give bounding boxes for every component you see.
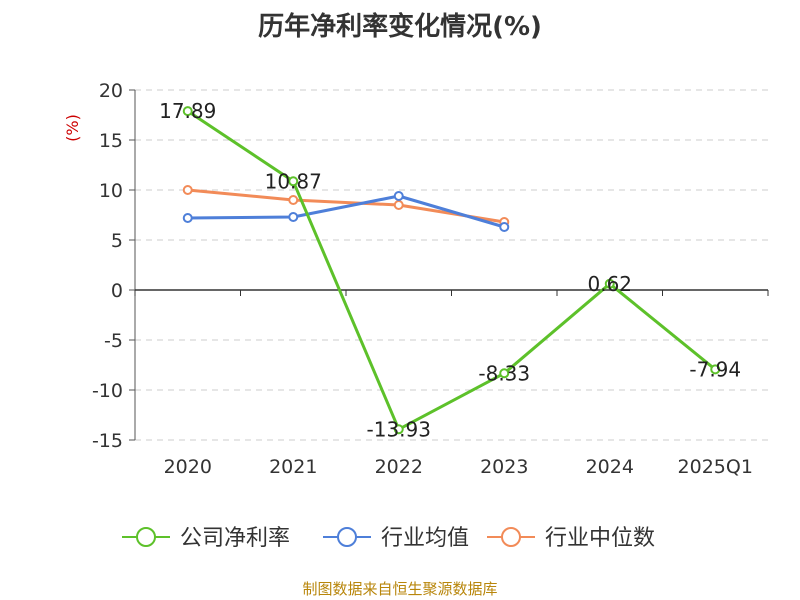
- legend-label: 公司净利率: [180, 526, 290, 551]
- data-point: [182, 185, 193, 195]
- legend: 公司净利率 行业均值 行业中位数: [122, 526, 655, 551]
- legend-label: 行业均值: [381, 526, 469, 551]
- y-axis-label: (%): [63, 114, 82, 142]
- x-tick-label: 2020: [164, 456, 212, 478]
- legend-label: 行业中位数: [545, 526, 655, 551]
- data-point: [288, 195, 299, 205]
- data-point: [288, 176, 299, 187]
- data-point: [393, 191, 404, 201]
- data-point: [393, 200, 404, 210]
- data-label: -13.93: [367, 417, 431, 441]
- x-tick-label: 2024: [586, 456, 634, 478]
- data-point: [499, 368, 510, 379]
- data-point: [393, 424, 404, 435]
- data-point: [604, 278, 615, 289]
- data-label: -7.94: [689, 357, 741, 381]
- data-source-note: 制图数据来自恒生聚源数据库: [302, 580, 498, 598]
- y-tick-label: 20: [99, 80, 123, 102]
- x-tick-label: 2022: [375, 456, 423, 478]
- data-point: [710, 364, 721, 375]
- data-point: [499, 222, 510, 232]
- y-tick-label: 15: [99, 130, 123, 152]
- y-tick-label: 5: [111, 230, 123, 252]
- y-tick-label: 10: [99, 180, 123, 202]
- series: [182, 106, 721, 435]
- data-labels: 17.89 10.87 -13.93 -8.33 0.62 -7.94: [159, 99, 741, 441]
- data-label: 10.87: [265, 169, 322, 193]
- series-line: [187, 194, 505, 229]
- data-label: -8.33: [478, 361, 530, 385]
- data-label: 0.62: [587, 272, 632, 296]
- legend-marker: [501, 527, 521, 547]
- axes: 20 15 10 5 0 -5 -10 -15 2020 2021 2022 2023 2024 2025…: [92, 80, 769, 478]
- y-tick-label: -15: [92, 430, 123, 452]
- x-tick-label: 2023: [480, 456, 528, 478]
- y-tick-label: -5: [104, 330, 123, 352]
- series-line: [187, 188, 505, 224]
- data-label: 17.89: [159, 99, 216, 123]
- data-point: [182, 106, 193, 117]
- y-tick-label: -10: [92, 380, 123, 402]
- data-point: [288, 212, 299, 222]
- grid-lines: [135, 89, 768, 441]
- legend-marker: [337, 527, 357, 547]
- y-tick-label: 0: [111, 280, 123, 302]
- chart-title: 历年净利率变化情况(%): [258, 12, 542, 42]
- data-point: [182, 213, 193, 223]
- x-tick-label: 2025Q1: [678, 456, 753, 478]
- series-line: [186, 109, 717, 431]
- x-tick-label: 2021: [269, 456, 317, 478]
- legend-marker: [136, 527, 156, 547]
